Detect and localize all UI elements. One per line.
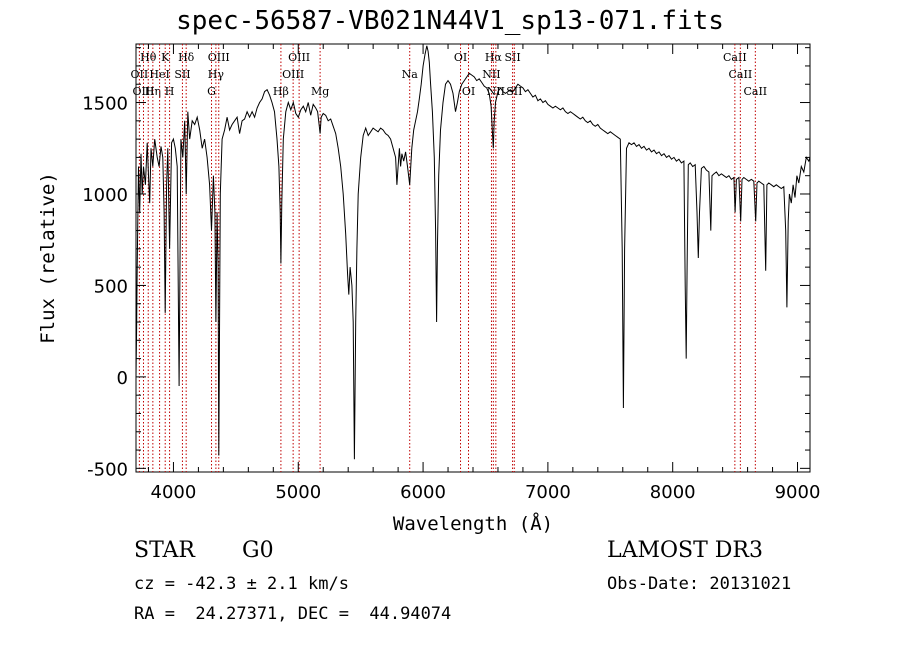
line-label: OIII bbox=[132, 85, 154, 98]
y-tick-label: 500 bbox=[94, 276, 128, 297]
line-label: Mg bbox=[311, 85, 329, 98]
line-label: OIII bbox=[282, 68, 304, 81]
line-label: OIII bbox=[288, 51, 310, 64]
line-label: HeI bbox=[149, 68, 169, 81]
chart-title: spec-56587-VB021N44V1_sp13-071.fits bbox=[176, 6, 724, 36]
x-tick-label: 8000 bbox=[650, 482, 696, 503]
line-label: OII bbox=[131, 68, 149, 81]
line-label: CaII bbox=[723, 51, 747, 64]
line-label: OIII bbox=[208, 51, 230, 64]
line-label: SII bbox=[504, 51, 520, 64]
x-tick-label: 9000 bbox=[775, 482, 821, 503]
line-label: SII bbox=[506, 85, 522, 98]
observation-date: Obs-Date: 20131021 bbox=[607, 574, 792, 594]
line-label: Hη bbox=[145, 85, 161, 98]
plot-frame bbox=[135, 43, 811, 473]
axis-ticks: 4000 5000 6000 7000 8000 9000 -500 0 500 1000 1500 bbox=[82, 44, 820, 503]
line-label: K bbox=[161, 51, 170, 64]
line-label: Na bbox=[402, 68, 419, 81]
y-tick-label: 1000 bbox=[82, 185, 128, 206]
y-tick-label: 0 bbox=[117, 368, 128, 389]
line-label: CaII bbox=[729, 68, 753, 81]
redshift-velocity: cz = -42.3 ± 2.1 km/s bbox=[134, 574, 349, 594]
x-axis-label: Wavelength (Å) bbox=[393, 512, 553, 535]
line-label: CaII bbox=[743, 85, 767, 98]
coordinates: RA = 24.27371, DEC = 44.94074 bbox=[134, 604, 452, 624]
line-label: NII bbox=[482, 68, 500, 81]
y-axis-label: Flux (relative) bbox=[37, 172, 59, 344]
line-label: H bbox=[165, 85, 175, 98]
line-label: SII bbox=[174, 68, 190, 81]
line-label: Hγ bbox=[208, 68, 225, 81]
x-tick-label: 5000 bbox=[275, 482, 321, 503]
survey-name: LAMOST DR3 bbox=[607, 538, 763, 563]
line-label: G bbox=[207, 85, 216, 98]
x-tick-label: 7000 bbox=[525, 482, 571, 503]
x-tick-label: 6000 bbox=[400, 482, 446, 503]
line-label: Hθ bbox=[140, 51, 157, 64]
y-tick-label: 1500 bbox=[82, 94, 128, 115]
y-tick-label: -500 bbox=[87, 459, 128, 480]
object-class: STAR bbox=[134, 538, 195, 563]
line-label: Hβ bbox=[273, 85, 289, 98]
object-subclass: G0 bbox=[242, 538, 274, 563]
x-tick-label: 4000 bbox=[151, 482, 197, 503]
spectrum-line bbox=[135, 45, 811, 460]
line-label: Hα bbox=[485, 51, 503, 64]
line-label: Hδ bbox=[178, 51, 195, 64]
line-label: OI bbox=[462, 85, 475, 98]
line-label: OI bbox=[454, 51, 467, 64]
